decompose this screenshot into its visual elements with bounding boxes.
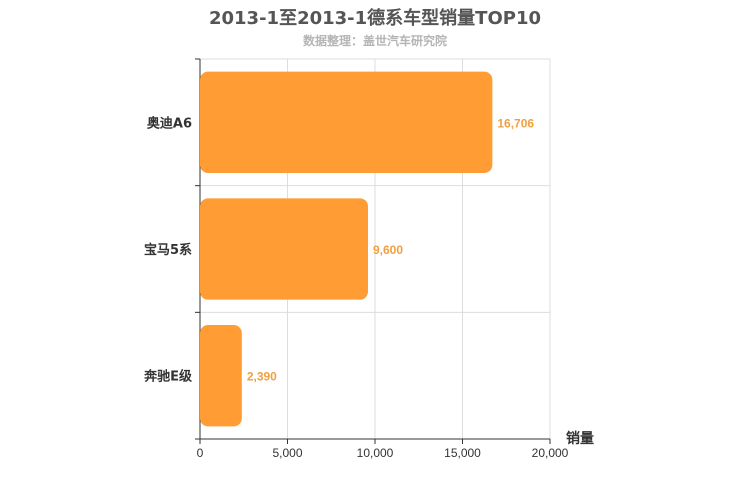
- x-tick-label: 20,000: [532, 446, 569, 460]
- x-tick-label: 10,000: [357, 446, 394, 460]
- x-tick-label: 15,000: [444, 446, 481, 460]
- category-label: 奥迪A6: [147, 115, 192, 131]
- bar: [200, 325, 242, 427]
- category-label: 宝马5系: [144, 242, 192, 258]
- bar: [200, 198, 368, 300]
- category-label: 奔驰E级: [143, 369, 193, 385]
- data-label: 9,600: [373, 243, 403, 257]
- data-label: 16,706: [497, 116, 534, 130]
- chart-title: 2013-1至2013-1德系车型销量TOP10: [208, 8, 541, 29]
- x-tick-label: 0: [197, 446, 204, 460]
- x-tick-label: 5,000: [272, 446, 302, 460]
- data-label: 2,390: [247, 370, 277, 384]
- x-axis-title: 销量: [566, 430, 594, 447]
- bar: [200, 71, 493, 173]
- chart-subtitle: 数据整理：盖世汽车研究院: [302, 34, 447, 48]
